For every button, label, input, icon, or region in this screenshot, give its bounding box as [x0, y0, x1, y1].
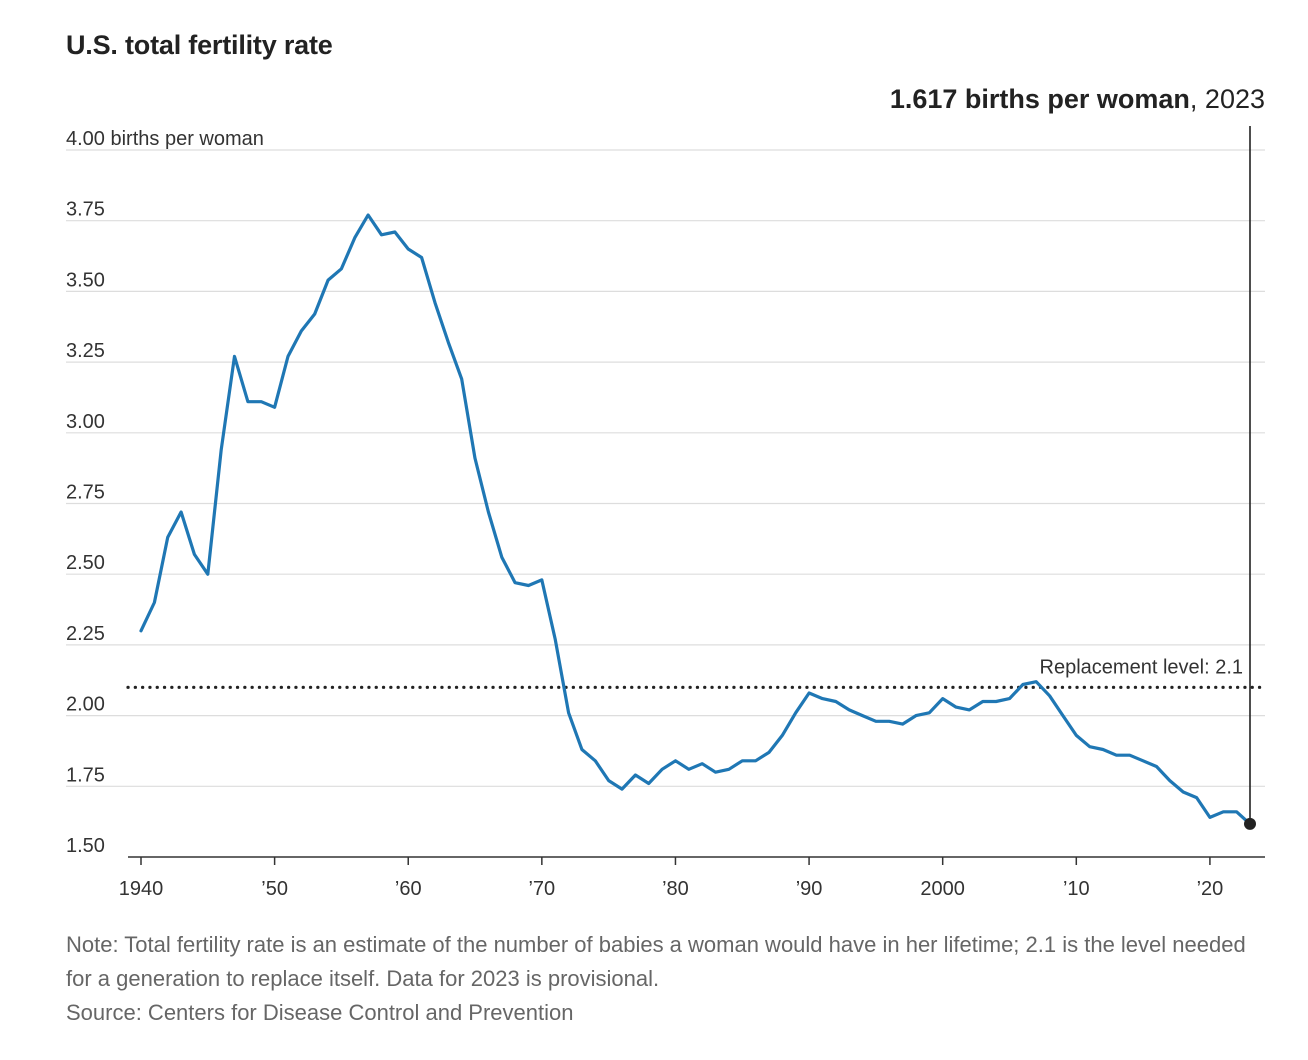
chart-footer: Note: Total fertility rate is an estimat…: [66, 928, 1246, 1030]
x-axis: 1940 ’50 ’60 ’70 ’80 ’90 2000 ’10 ’20: [119, 856, 1265, 900]
replacement-level-reference: Replacement level: 2.1: [126, 656, 1267, 689]
y-axis-ticks: 1.50 1.75 2.00 2.25 2.50 2.75 3.00 3.25 3.50 3.75…: [66, 128, 264, 857]
chart-note: Note: Total fertility rate is an estimat…: [66, 932, 1246, 991]
y-tick-label: 4.00 births per woman: [66, 128, 264, 150]
highlight-value: 1.617 births per woman: [890, 84, 1190, 114]
y-tick-label: 2.25: [66, 623, 105, 645]
y-tick-label: 2.00: [66, 694, 105, 716]
chart-svg: 1.50 1.75 2.00 2.25 2.50 2.75 3.00 3.25 3.50 3.75…: [66, 84, 1267, 900]
chart-source: Source: Centers for Disease Control and …: [66, 1000, 574, 1025]
x-tick-label: 1940: [119, 878, 164, 900]
series-layer: [139, 213, 1252, 826]
chart-title: U.S. total fertility rate: [66, 30, 333, 60]
gridlines: [66, 149, 1265, 787]
highlight-year: , 2023: [1190, 84, 1265, 114]
highlight-point: [1244, 817, 1256, 830]
highlight-callout: 1.617 births per woman, 2023: [890, 84, 1265, 114]
x-tick-label: 2000: [920, 878, 965, 900]
y-tick-label: 2.50: [66, 552, 105, 574]
x-tick-label: ’50: [261, 878, 288, 900]
y-tick-label: 2.75: [66, 482, 105, 504]
x-tick-label: ’20: [1197, 878, 1224, 900]
y-tick-label: 3.75: [66, 199, 105, 221]
x-tick-label: ’80: [662, 878, 689, 900]
y-tick-label: 3.00: [66, 411, 105, 433]
y-tick-label: 1.50: [66, 835, 105, 857]
x-tick-label: ’10: [1063, 878, 1090, 900]
y-tick-label: 3.50: [66, 269, 105, 291]
x-tick-label: ’60: [395, 878, 422, 900]
x-tick-label: ’90: [796, 878, 823, 900]
x-tick-label: ’70: [528, 878, 555, 900]
series-line: [139, 213, 1252, 826]
highlight-layer: 1.617 births per woman, 2023: [890, 84, 1265, 830]
y-tick-label: 1.75: [66, 764, 105, 786]
y-tick-label: 3.25: [66, 340, 105, 362]
replacement-level-label: Replacement level: 2.1: [1040, 656, 1243, 678]
